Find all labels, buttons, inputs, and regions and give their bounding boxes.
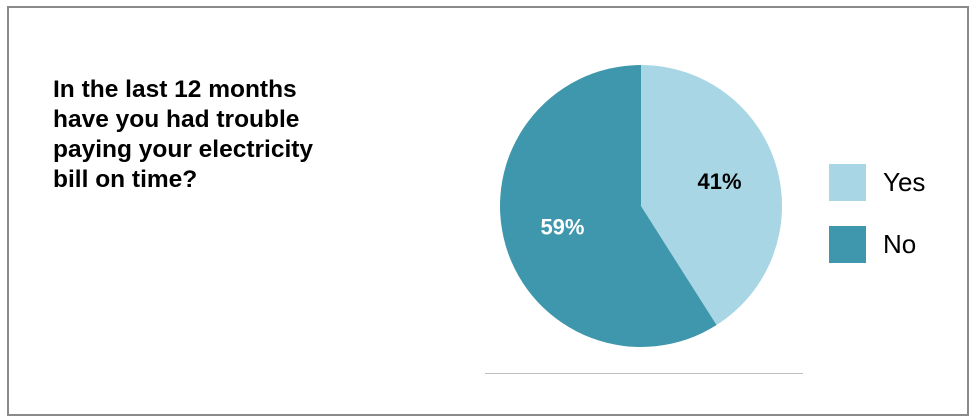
legend-swatch-no	[829, 226, 866, 263]
pie-chart: 41% 59%	[499, 65, 782, 348]
data-label-yes: 41%	[698, 169, 742, 194]
legend-label-no: No	[883, 229, 917, 259]
legend-swatch-yes	[829, 164, 866, 201]
chart-baseline	[485, 373, 803, 374]
pie-slice-yes	[641, 65, 782, 326]
legend-label-yes: Yes	[883, 167, 926, 197]
chart-frame	[7, 6, 969, 416]
data-label-no: 59%	[540, 215, 584, 240]
question-text: In the last 12 months have you had troub…	[53, 76, 314, 193]
pie-slice-no	[499, 65, 717, 348]
